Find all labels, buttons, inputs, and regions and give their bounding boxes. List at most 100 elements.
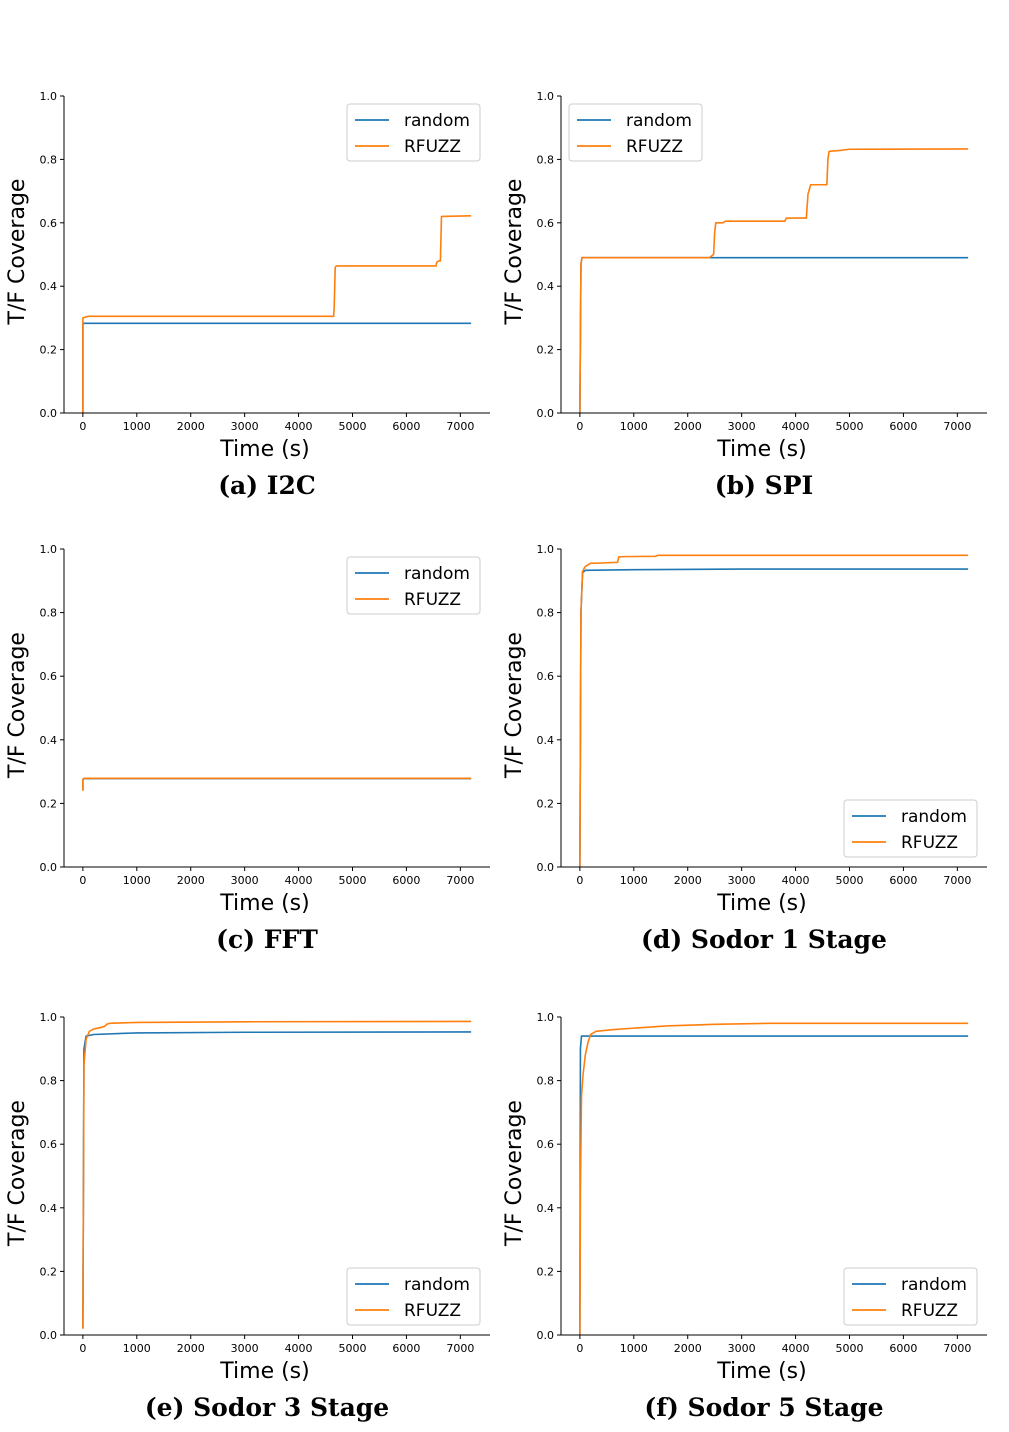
x-tick-label: 2000 <box>674 420 702 433</box>
x-tick-label: 5000 <box>338 874 366 887</box>
legend: random RFUZZ <box>346 103 481 162</box>
series-line-rfuzz <box>82 777 472 791</box>
series-line-random <box>82 322 472 413</box>
panel-caption: (c) FFT <box>216 925 318 954</box>
y-axis-label: T/F Coverage <box>502 1100 527 1247</box>
y-tick-label: 0.0 <box>537 1329 555 1342</box>
x-axis-label: Time (s) <box>716 1359 806 1384</box>
y-tick-label: 0.6 <box>537 217 555 230</box>
chart-panel-3: 0 1000 2000 3000 4000 5000 6000 7000 0.0 0.2 0.4 0.… <box>5 543 490 954</box>
legend: random RFUZZ <box>346 556 481 615</box>
x-tick-label: 1000 <box>620 420 648 433</box>
y-tick-label: 0.4 <box>537 1202 555 1215</box>
x-tick-label: 7000 <box>446 420 474 433</box>
x-tick-label: 1000 <box>123 420 151 433</box>
y-tick-label: 0.0 <box>40 407 58 420</box>
x-tick-label: 3000 <box>231 1342 259 1355</box>
y-axis-label: T/F Coverage <box>5 632 30 779</box>
y-tick-label: 0.2 <box>40 797 58 810</box>
x-tick-label: 4000 <box>285 1342 313 1355</box>
y-tick-label: 0.4 <box>40 1202 58 1215</box>
x-axis-label: Time (s) <box>716 891 806 916</box>
x-tick-label: 1000 <box>123 874 151 887</box>
series-line-random <box>82 777 472 791</box>
x-tick-label: 1000 <box>620 1342 648 1355</box>
legend: random RFUZZ <box>346 1267 481 1326</box>
y-tick-label: 0.8 <box>40 1075 58 1088</box>
y-tick-label: 0.8 <box>537 153 555 166</box>
x-tick-label: 0 <box>576 420 583 433</box>
y-tick-label: 0.6 <box>40 670 58 683</box>
series-line-rfuzz <box>579 148 969 414</box>
y-tick-label: 0.2 <box>537 344 555 357</box>
legend-label-random: random <box>901 1275 967 1295</box>
y-tick-label: 1.0 <box>40 90 58 103</box>
x-tick-label: 2000 <box>177 420 205 433</box>
series-line-rfuzz <box>82 1020 472 1329</box>
x-tick-label: 5000 <box>835 1342 863 1355</box>
chart-panel-4: 0 1000 2000 3000 4000 5000 6000 7000 0.0 0.2 0.4 0.… <box>502 543 987 954</box>
x-tick-label: 6000 <box>889 1342 917 1355</box>
legend-label-random: random <box>901 807 967 827</box>
x-tick-label: 5000 <box>338 1342 366 1355</box>
series-line-random <box>82 1031 472 1329</box>
x-tick-label: 3000 <box>231 874 259 887</box>
y-tick-label: 1.0 <box>40 543 58 556</box>
chart-panel-2: 0 1000 2000 3000 4000 5000 6000 7000 0.0 0.2 0.4 0.… <box>502 90 987 500</box>
x-tick-label: 3000 <box>728 874 756 887</box>
y-tick-label: 0.4 <box>537 734 555 747</box>
x-tick-label: 5000 <box>835 874 863 887</box>
legend-label-random: random <box>404 111 470 131</box>
legend-label-rfuzz: RFUZZ <box>404 1301 461 1321</box>
y-axis-label: T/F Coverage <box>5 1100 30 1247</box>
x-tick-label: 1000 <box>620 874 648 887</box>
y-axis-label: T/F Coverage <box>5 179 30 326</box>
y-tick-label: 0.8 <box>40 607 58 620</box>
y-tick-label: 0.2 <box>40 1265 58 1278</box>
x-tick-label: 3000 <box>728 420 756 433</box>
panel-caption: (e) Sodor 3 Stage <box>145 1393 389 1422</box>
legend-label-rfuzz: RFUZZ <box>901 833 958 853</box>
x-tick-label: 4000 <box>285 420 313 433</box>
x-axis-label: Time (s) <box>219 891 309 916</box>
series-line-rfuzz <box>579 1022 969 1336</box>
legend-label-rfuzz: RFUZZ <box>404 137 461 157</box>
x-tick-label: 4000 <box>285 874 313 887</box>
y-tick-label: 0.0 <box>537 407 555 420</box>
x-tick-label: 6000 <box>392 1342 420 1355</box>
legend: random RFUZZ <box>843 799 978 858</box>
chart-panel-5: 0 1000 2000 3000 4000 5000 6000 7000 0.0 0.2 0.4 0.… <box>5 1011 490 1422</box>
x-tick-label: 2000 <box>674 1342 702 1355</box>
x-tick-label: 4000 <box>782 1342 810 1355</box>
y-tick-label: 1.0 <box>537 90 555 103</box>
panel-caption: (b) SPI <box>715 471 813 500</box>
y-tick-label: 0.0 <box>40 1329 58 1342</box>
y-tick-label: 1.0 <box>40 1011 58 1024</box>
y-tick-label: 0.0 <box>537 861 555 874</box>
panel-caption: (f) Sodor 5 Stage <box>644 1393 883 1422</box>
x-tick-label: 7000 <box>943 420 971 433</box>
legend-label-rfuzz: RFUZZ <box>901 1301 958 1321</box>
y-tick-label: 0.8 <box>40 153 58 166</box>
x-tick-label: 5000 <box>835 420 863 433</box>
x-tick-label: 4000 <box>782 874 810 887</box>
x-tick-label: 5000 <box>338 420 366 433</box>
y-axis-label: T/F Coverage <box>502 179 527 326</box>
y-tick-label: 0.2 <box>537 1265 555 1278</box>
y-tick-label: 0.2 <box>537 797 555 810</box>
x-tick-label: 0 <box>576 1342 583 1355</box>
x-tick-label: 4000 <box>782 420 810 433</box>
x-tick-label: 2000 <box>674 874 702 887</box>
legend-label-rfuzz: RFUZZ <box>404 590 461 610</box>
chart-panel-1: 0 1000 2000 3000 4000 5000 6000 7000 0.0 0.2 0.4 0.… <box>5 90 490 500</box>
x-tick-label: 2000 <box>177 1342 205 1355</box>
x-tick-label: 6000 <box>392 874 420 887</box>
legend-label-random: random <box>626 111 692 131</box>
y-tick-label: 0.6 <box>537 1138 555 1151</box>
x-tick-label: 0 <box>79 1342 86 1355</box>
x-tick-label: 2000 <box>177 874 205 887</box>
y-tick-label: 0.4 <box>40 734 58 747</box>
legend-label-random: random <box>404 564 470 584</box>
x-tick-label: 6000 <box>392 420 420 433</box>
